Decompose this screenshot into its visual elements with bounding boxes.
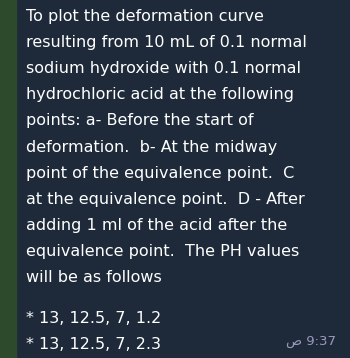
Text: point of the equivalence point.  C: point of the equivalence point. C — [26, 166, 294, 181]
Bar — [0, 0, 16, 358]
Text: * 13, 12.5, 7, 2.3: * 13, 12.5, 7, 2.3 — [26, 337, 161, 352]
Text: points: a- Before the start of: points: a- Before the start of — [26, 113, 254, 129]
Text: * 13, 12.5, 7, 1.2: * 13, 12.5, 7, 1.2 — [26, 311, 161, 326]
Text: deformation.  b- At the midway: deformation. b- At the midway — [26, 140, 278, 155]
Text: resulting from 10 mL of 0.1 normal: resulting from 10 mL of 0.1 normal — [26, 35, 307, 50]
Text: at the equivalence point.  D - After: at the equivalence point. D - After — [26, 192, 305, 207]
Text: ص 9:37: ص 9:37 — [286, 335, 336, 348]
Text: equivalence point.  The PH values: equivalence point. The PH values — [26, 244, 300, 259]
Text: hydrochloric acid at the following: hydrochloric acid at the following — [26, 87, 294, 102]
Text: sodium hydroxide with 0.1 normal: sodium hydroxide with 0.1 normal — [26, 61, 301, 76]
Text: adding 1 ml of the acid after the: adding 1 ml of the acid after the — [26, 218, 287, 233]
Text: To plot the deformation curve: To plot the deformation curve — [26, 9, 264, 24]
Text: will be as follows: will be as follows — [26, 270, 162, 285]
